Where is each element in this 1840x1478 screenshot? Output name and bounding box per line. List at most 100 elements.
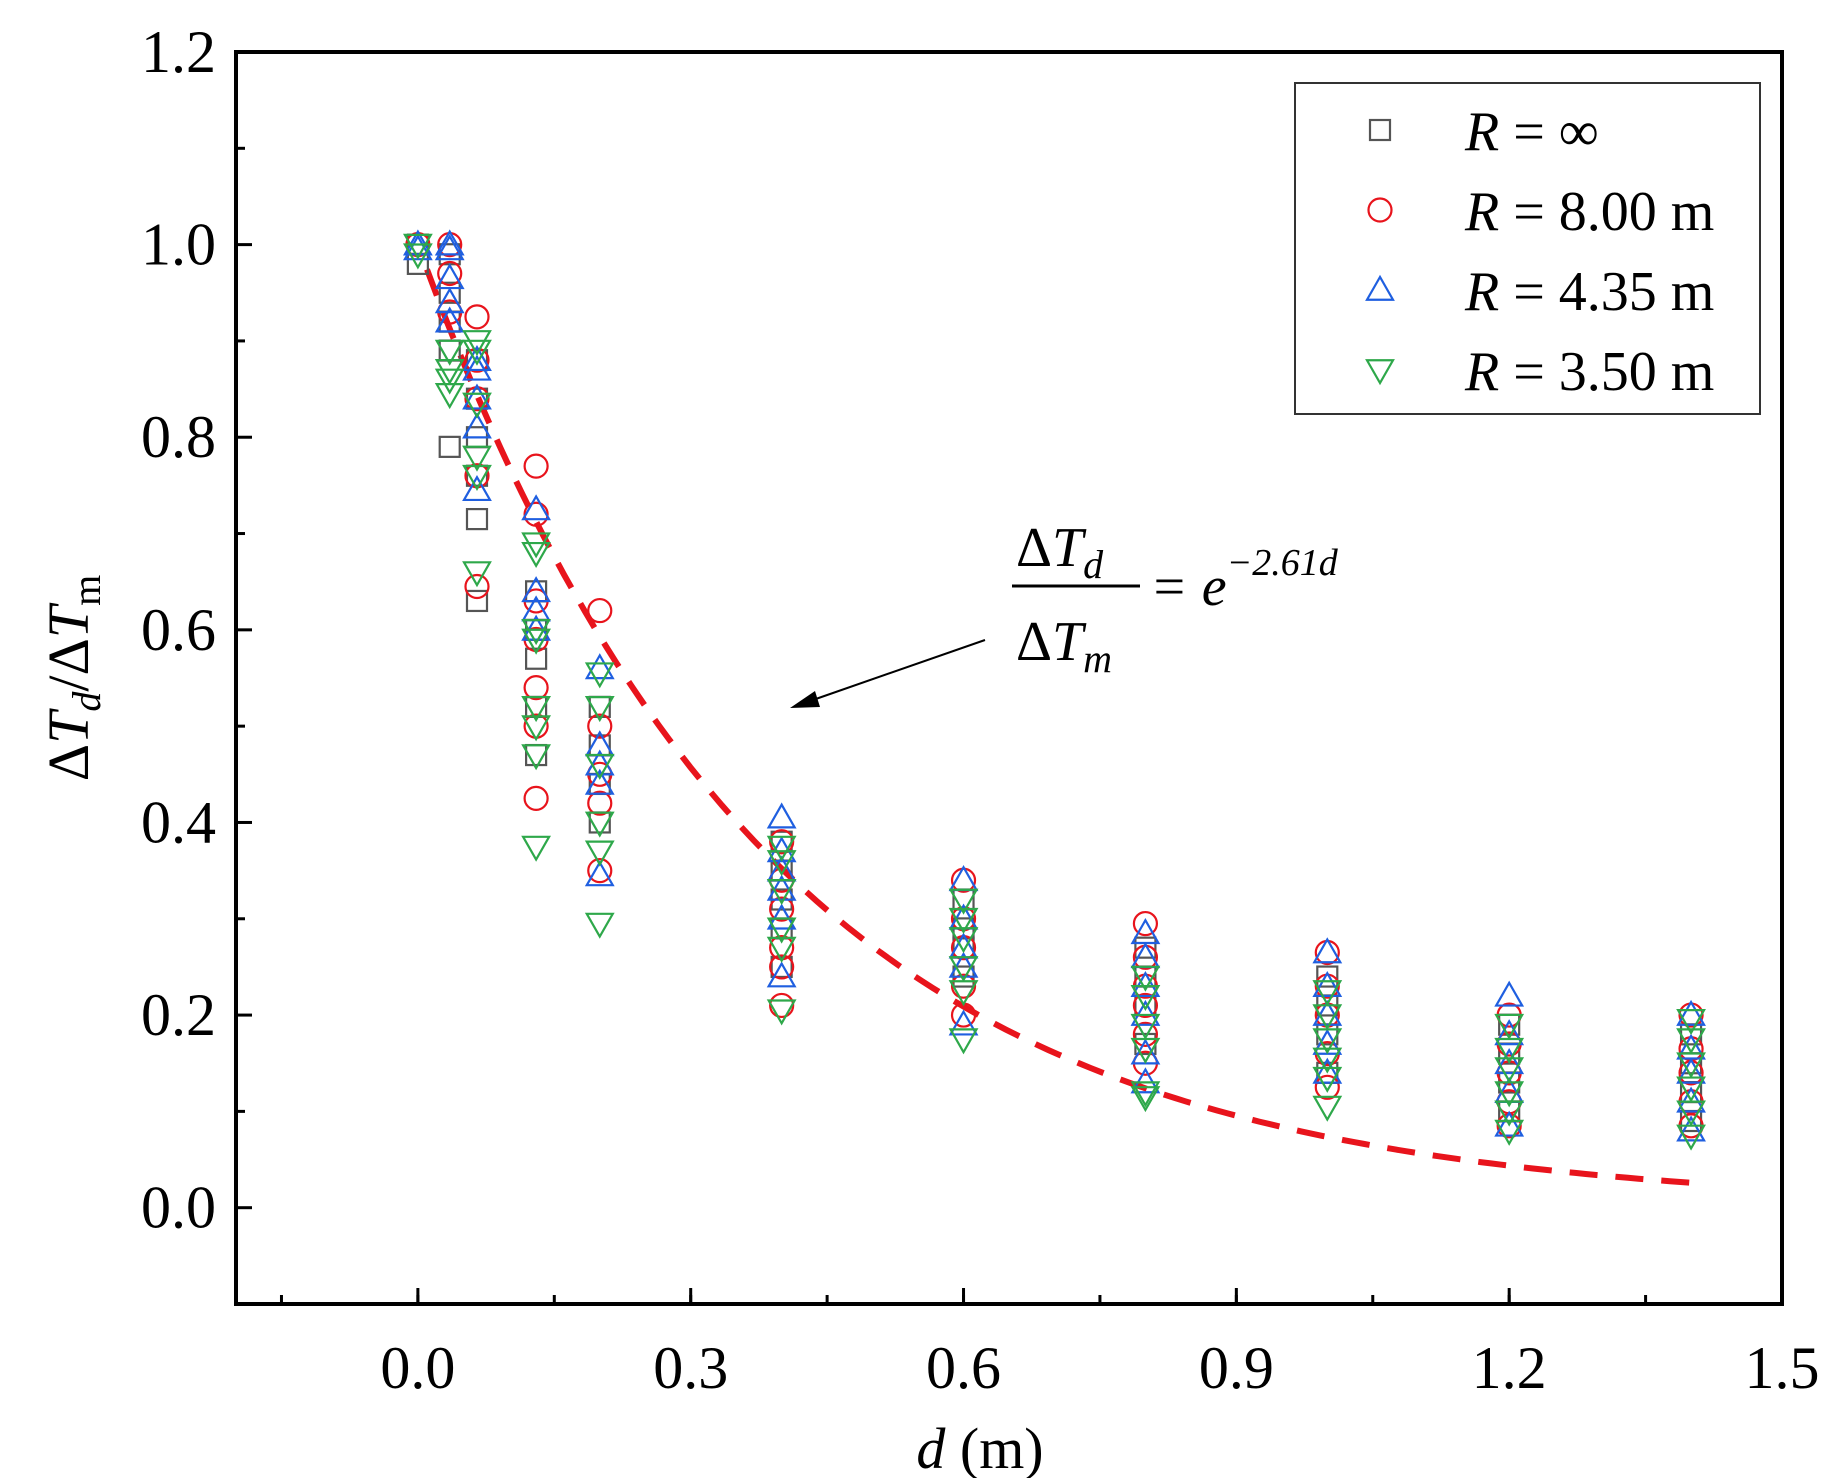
- x-tick-label: 0.3: [653, 1335, 728, 1401]
- data-point-series-2: [1312, 970, 1343, 998]
- data-point-series-1: [587, 790, 613, 816]
- data-point-series-3: [766, 879, 797, 906]
- data-point-series-1: [1132, 910, 1159, 937]
- data-point-series-1: [769, 829, 795, 855]
- data-point-series-3: [1494, 1100, 1525, 1127]
- y-title-sub-d: d: [64, 691, 109, 712]
- data-point-series-1: [587, 597, 613, 624]
- data-point-series-2: [1312, 1057, 1343, 1084]
- data-point-series-1: [464, 304, 490, 330]
- data-point-series-3: [1676, 1100, 1706, 1127]
- legend-label-0: R = ∞: [1464, 101, 1599, 163]
- legend-marker-0: [1368, 118, 1392, 142]
- data-point-series-2: [1312, 937, 1343, 964]
- x-tick-label: 1.5: [1745, 1335, 1820, 1401]
- data-point-series-3: [462, 339, 492, 366]
- data-point-series-3: [1312, 980, 1343, 1007]
- data-point-series-2: [766, 874, 797, 901]
- data-point-series-3: [521, 835, 552, 862]
- data-point-series-2: [434, 234, 465, 261]
- legend-box: [1294, 82, 1761, 415]
- data-point-series-3: [462, 392, 492, 419]
- data-point-series-3: [1130, 1086, 1161, 1113]
- data-point-series-1: [587, 713, 613, 739]
- data-point-series-3: [462, 330, 492, 357]
- data-point-series-1: [769, 992, 795, 1019]
- data-point-series-3: [1130, 1013, 1161, 1040]
- data-point-series-1: [523, 675, 549, 701]
- fit-curve: [424, 268, 1692, 1186]
- legend: R = ∞ R = 8.00 m R = 4.35 m R = 3.50 m: [1294, 82, 1761, 415]
- data-point-series-3: [1312, 1004, 1343, 1031]
- data-point-series-0: [438, 435, 461, 458]
- data-point-series-2: [584, 653, 615, 680]
- y-title-sub-m: m: [64, 575, 109, 606]
- data-point-series-2: [766, 903, 797, 930]
- data-point-series-3: [948, 888, 979, 915]
- data-point-series-2: [584, 860, 615, 887]
- plot-frame: [234, 50, 1784, 1306]
- data-point-series-2: [948, 1009, 979, 1036]
- data-point-series-3: [584, 912, 615, 939]
- data-point-series-2: [462, 474, 492, 502]
- data-point-series-3: [521, 696, 552, 723]
- data-point-series-3: [948, 1028, 979, 1055]
- axis-ticks: [236, 50, 1784, 1306]
- data-point-series-3: [1494, 1119, 1525, 1146]
- data-point-series-3: [1676, 1009, 1706, 1036]
- y-tick-label: 0.4: [141, 789, 216, 855]
- data-point-series-2: [1130, 970, 1161, 998]
- legend-markers: [1365, 118, 1395, 386]
- data-point-series-3: [1494, 1057, 1525, 1084]
- data-point-series-3: [1676, 1028, 1706, 1055]
- x-axis-title: d (m): [916, 1416, 1043, 1478]
- data-point-series-3: [1312, 1047, 1343, 1074]
- data-point-series-3: [1312, 1066, 1343, 1093]
- x-title-var: d: [916, 1416, 946, 1478]
- data-point-series-3: [766, 850, 797, 877]
- data-point-series-0: [438, 281, 461, 304]
- data-point-series-2: [521, 494, 552, 521]
- eq-den-sub: m: [1083, 636, 1112, 681]
- eq-den-delta: Δ: [1016, 611, 1052, 673]
- legend-marker-3: [1365, 359, 1395, 386]
- x-tick-label: 0.6: [926, 1335, 1001, 1401]
- data-point-series-2: [1312, 999, 1343, 1026]
- y-axis-title: ΔTd/ΔTm: [36, 575, 109, 781]
- tick-labels: 0.0 0.3 0.6 0.9 1.2 1.5 0.0 0.2 0.4 0.6 0.8 1.0 1.2: [141, 19, 1820, 1401]
- legend-3-rest: = 3.50 m: [1499, 341, 1714, 403]
- legend-label-3: R = 3.50 m: [1464, 341, 1714, 403]
- data-point-series-2: [1676, 1115, 1706, 1142]
- legend-2-rest: = 4.35 m: [1499, 261, 1714, 323]
- eq-num-sub: d: [1083, 542, 1104, 587]
- data-point-series-1: [1132, 992, 1159, 1019]
- data-point-series-3: [434, 383, 465, 410]
- data-point-series-2: [434, 287, 465, 314]
- data-markers: [402, 229, 1706, 1151]
- legend-label-1: R = 8.00 m: [1464, 181, 1714, 243]
- data-point-series-3: [462, 464, 492, 491]
- y-tick-label: 1.0: [141, 212, 216, 278]
- data-point-series-1: [769, 954, 795, 980]
- x-title-unit: (m): [945, 1416, 1043, 1478]
- data-point-series-3: [1312, 1095, 1343, 1122]
- data-point-series-2: [1494, 1019, 1525, 1046]
- y-title-slash: /: [36, 675, 101, 692]
- x-tick-label: 0.9: [1199, 1335, 1274, 1401]
- data-point-series-3: [766, 835, 797, 862]
- legend-marker-2: [1365, 274, 1395, 301]
- data-point-series-2: [1676, 999, 1706, 1026]
- data-point-series-3: [402, 243, 433, 270]
- data-point-series-3: [584, 753, 615, 780]
- data-point-series-3: [584, 662, 615, 689]
- data-point-series-3: [766, 936, 797, 963]
- y-title-delta2: Δ: [36, 638, 101, 675]
- eq-numerator: ΔTd: [1016, 517, 1104, 587]
- data-point-series-1: [523, 785, 549, 811]
- data-point-series-1: [950, 973, 977, 999]
- data-point-series-3: [1676, 1052, 1706, 1079]
- legend-0-prefix: R: [1464, 101, 1499, 163]
- data-point-series-2: [462, 354, 492, 381]
- data-point-series-3: [948, 907, 979, 934]
- data-point-series-3: [1312, 1028, 1343, 1055]
